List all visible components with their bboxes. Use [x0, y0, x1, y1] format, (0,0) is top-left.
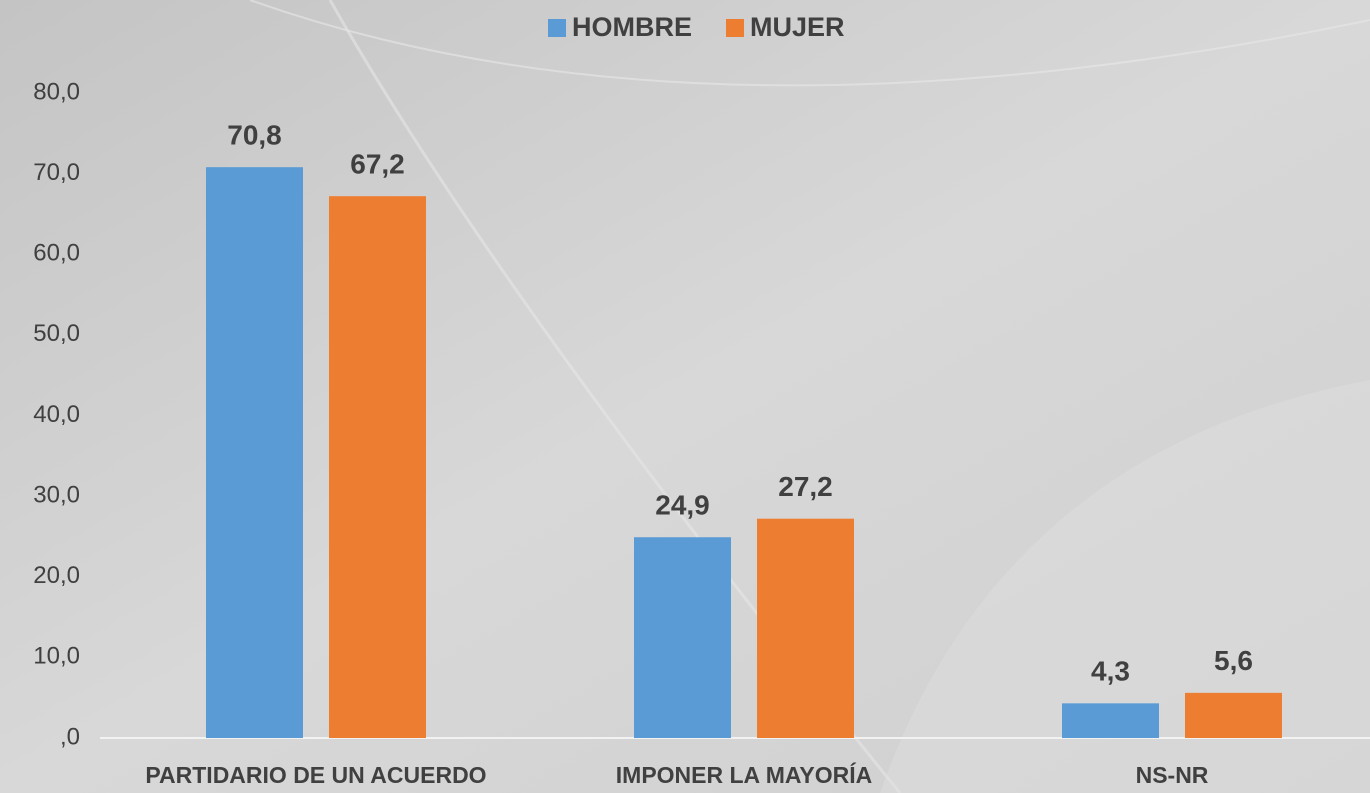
y-tick-label: ,0	[60, 723, 80, 750]
x-tick-label: NS-NR	[1136, 762, 1209, 788]
bar	[1062, 703, 1159, 738]
y-tick-label: 70,0	[33, 159, 80, 186]
x-tick-label: IMPONER LA MAYORÍA	[616, 761, 872, 788]
bar	[757, 518, 854, 738]
decoration	[249, 0, 1370, 87]
legend-label: MUJER	[750, 12, 845, 42]
data-label: 4,3	[1091, 656, 1130, 687]
y-tick-label: 20,0	[33, 562, 80, 589]
legend-swatch	[726, 19, 744, 37]
bar	[1185, 692, 1282, 738]
legend-label: HOMBRE	[572, 12, 692, 42]
data-label: 27,2	[778, 471, 833, 502]
y-tick-label: 40,0	[33, 401, 80, 428]
y-tick-label: 60,0	[33, 240, 80, 267]
data-label: 5,6	[1214, 645, 1253, 676]
y-tick-label: 50,0	[33, 320, 80, 347]
data-label: 67,2	[350, 149, 405, 180]
x-tick-label: PARTIDARIO DE UN ACUERDO	[145, 762, 486, 788]
bar	[634, 537, 731, 738]
data-label: 24,9	[655, 490, 710, 521]
decoration	[880, 380, 1370, 793]
y-tick-label: 80,0	[33, 78, 80, 105]
y-tick-label: 30,0	[33, 481, 80, 508]
legend-swatch	[548, 19, 566, 37]
data-label: 70,8	[227, 120, 282, 151]
bar	[206, 167, 303, 739]
y-tick-label: 10,0	[33, 643, 80, 670]
bar	[329, 196, 426, 738]
